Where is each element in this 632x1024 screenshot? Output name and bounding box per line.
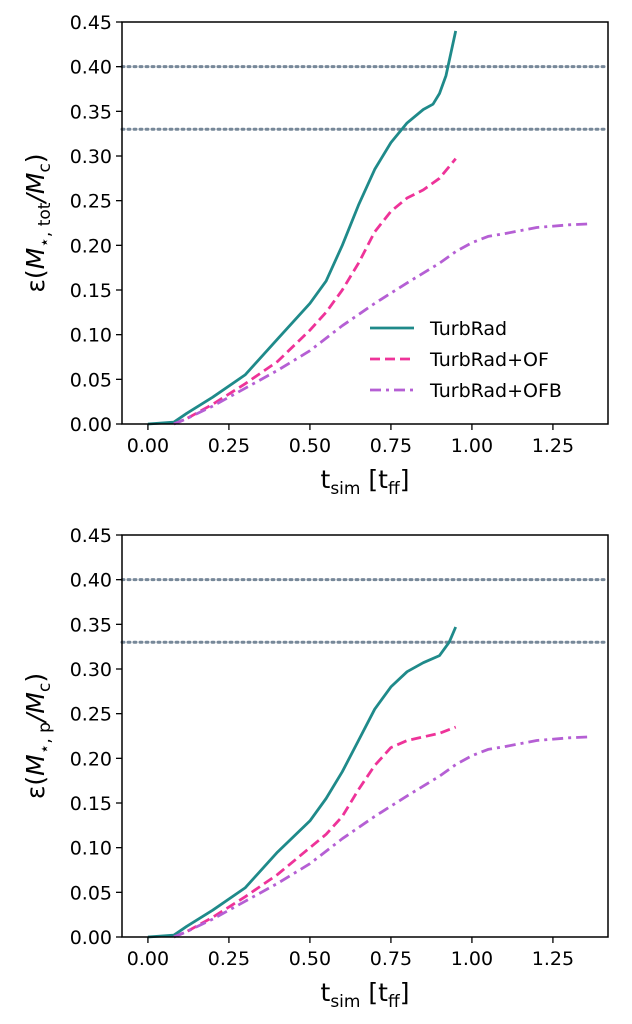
legend: TurbRad TurbRad+OF TurbRad+OFB: [370, 318, 562, 402]
x-tick-label: 0.75: [370, 435, 412, 457]
y-tick-label: 0.00: [70, 414, 112, 436]
plot-frame: [121, 21, 609, 425]
x-tick-label: 1.00: [451, 435, 493, 457]
x-axis-label: tsim [tff]: [321, 465, 410, 499]
y-tick-label: 0.25: [70, 191, 112, 213]
y-tick-label: 0.20: [70, 748, 112, 770]
y-tick-label: 0.15: [70, 793, 112, 815]
x-tick-label: 0.75: [370, 948, 412, 970]
series-line-turbrad: [147, 626, 457, 939]
series-line-turbrad-plus-ofb: [173, 735, 589, 939]
series-line-turbrad-plus-ofb: [173, 222, 589, 426]
y-tick-label: 0.30: [70, 146, 112, 168]
x-tick-label: 0.25: [208, 435, 250, 457]
y-tick-label: 0.45: [70, 12, 112, 34]
y-tick-label: 0.10: [70, 838, 112, 860]
y-tick-label: 0.35: [70, 614, 112, 636]
top-chart-panel: 0.00 0.25 0.50 0.75 1.00 1.25 0.00 0.05 0.10 0.15…: [21, 12, 610, 499]
x-tick-label: 0.50: [289, 948, 331, 970]
y-axis-label: ε(M⋆, tot/Mc): [21, 153, 55, 292]
y-tick-label: 0.05: [70, 882, 112, 904]
y-axis-label: ε(M⋆, p/Mc): [21, 673, 55, 799]
y-tick-label: 0.05: [70, 369, 112, 391]
series-line-turbrad-plus-of: [173, 157, 457, 426]
y-tick-label: 0.00: [70, 927, 112, 949]
x-tick-label: 1.25: [532, 435, 574, 457]
series-line-turbrad-plus-of: [173, 725, 457, 939]
y-tick-label: 0.25: [70, 704, 112, 726]
x-tick-label: 1.00: [451, 948, 493, 970]
y-tick-label: 0.45: [70, 525, 112, 547]
y-tick-label: 0.40: [70, 570, 112, 592]
y-tick-label: 0.15: [70, 280, 112, 302]
x-axis-label: tsim [tff]: [321, 978, 410, 1012]
y-tick-label: 0.30: [70, 659, 112, 681]
legend-label: TurbRad: [429, 318, 507, 340]
legend-label: TurbRad+OFB: [429, 380, 562, 402]
x-tick-label: 0.50: [289, 435, 331, 457]
legend-label: TurbRad+OF: [429, 349, 549, 371]
series-line-turbrad: [147, 30, 458, 426]
y-tick-label: 0.10: [70, 325, 112, 347]
x-tick-label: 0.00: [127, 948, 169, 970]
x-tick-label: 1.25: [532, 948, 574, 970]
plot-frame: [121, 534, 609, 938]
y-tick-label: 0.20: [70, 235, 112, 257]
y-tick-label: 0.35: [70, 101, 112, 123]
y-tick-label: 0.40: [70, 57, 112, 79]
x-tick-label: 0.25: [208, 948, 250, 970]
x-tick-label: 0.00: [127, 435, 169, 457]
bottom-chart-panel: 0.00 0.25 0.50 0.75 1.00 1.25 0.00 0.05 0.10 0.15…: [21, 525, 610, 1012]
